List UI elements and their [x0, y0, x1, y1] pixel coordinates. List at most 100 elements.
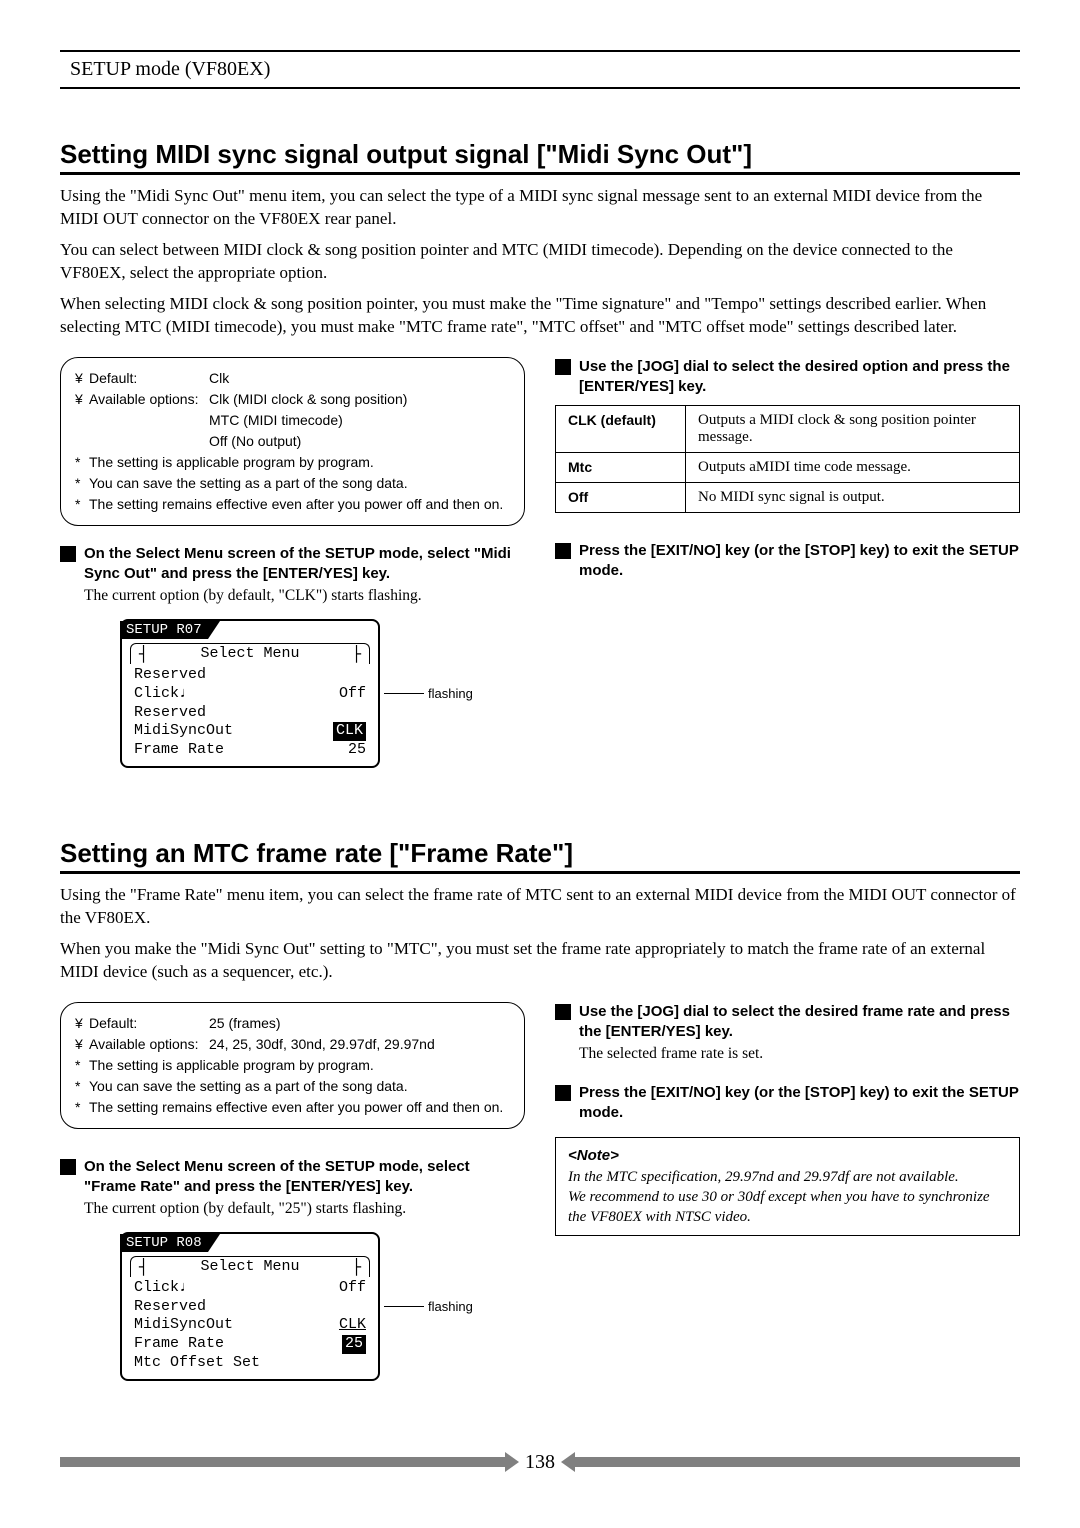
info-options-label: Available options:: [89, 389, 209, 410]
frame-tick-l: ┤: [139, 1258, 148, 1276]
info-note-1: The setting is applicable program by pro…: [89, 1055, 374, 1076]
page-footer: 138: [60, 1451, 1020, 1474]
footer-triangle-right-icon: [561, 1452, 575, 1472]
step3-text: Press the [EXIT/NO] key (or the [STOP] k…: [579, 541, 1020, 582]
s2-step2-sub: The selected frame rate is set.: [579, 1044, 1020, 1065]
section2-step1: On the Select Menu screen of the SETUP m…: [60, 1157, 525, 1220]
frame-tick-r: ├: [352, 1258, 361, 1276]
info-default-label: Default:: [89, 1013, 209, 1034]
lcd2-l1a: Click♩: [134, 1279, 188, 1298]
info-option-3: Off (No output): [209, 431, 510, 452]
info-default-value: Clk: [209, 368, 229, 389]
info-options-label: Available options:: [89, 1034, 209, 1055]
lcd2-l4a: Frame Rate: [134, 1335, 224, 1354]
step-marker-icon: [555, 1004, 571, 1020]
step-marker-icon: [555, 1085, 571, 1101]
lcd-l2b: Off: [339, 685, 366, 704]
lcd2-l5a: Mtc Offset Set: [134, 1354, 260, 1373]
info-note-2: You can save the setting as a part of th…: [89, 473, 408, 494]
step-marker-icon: [555, 543, 571, 559]
info-option-1: Clk (MIDI clock & song position): [209, 389, 407, 410]
lcd-l5b: 25: [348, 741, 366, 760]
note-line2: We recommend to use 30 or 30df except wh…: [568, 1189, 990, 1225]
s2-step1-text: On the Select Menu screen of the SETUP m…: [84, 1158, 470, 1195]
step-marker-icon: [60, 1159, 76, 1175]
page-header: SETUP mode (VF80EX): [60, 50, 1020, 89]
flash-label: flashing: [428, 686, 473, 701]
info-option-2: MTC (MIDI timecode): [209, 410, 510, 431]
step2-text: Use the [JOG] dial to select the desired…: [579, 357, 1020, 398]
footer-bar-left: [60, 1457, 505, 1467]
opt-r3a: Off: [556, 483, 686, 513]
table-row: CLK (default) Outputs a MIDI clock & son…: [556, 406, 1020, 453]
table-row: Off No MIDI sync signal is output.: [556, 483, 1020, 513]
bullet-icon: ¥: [75, 368, 89, 389]
section2-para2: When you make the "Midi Sync Out" settin…: [60, 938, 1020, 984]
section2-para1: Using the "Frame Rate" menu item, you ca…: [60, 884, 1020, 930]
lcd2-l3b: CLK: [339, 1316, 366, 1335]
bullet-icon: ¥: [75, 1013, 89, 1034]
info-note-2: You can save the setting as a part of th…: [89, 1076, 408, 1097]
bullet-icon: ¥: [75, 389, 89, 410]
section1-title: Setting MIDI sync signal output signal […: [60, 139, 1020, 175]
section2-step2: Use the [JOG] dial to select the desired…: [555, 1002, 1020, 1065]
flash-connector: [384, 693, 424, 694]
section1-para3: When selecting MIDI clock & song positio…: [60, 293, 1020, 339]
lcd2-l4b-highlight: 25: [342, 1335, 366, 1354]
options-table: CLK (default) Outputs a MIDI clock & son…: [555, 405, 1020, 513]
bullet-icon: *: [75, 1055, 89, 1076]
section2-left-col: ¥ Default: 25 (frames) ¥ Available optio…: [60, 1002, 525, 1381]
section1-para2: You can select between MIDI clock & song…: [60, 239, 1020, 285]
lcd2-frame-title: Select Menu: [200, 1258, 299, 1276]
note-label: <Note>: [568, 1147, 619, 1164]
flash-connector: [384, 1306, 424, 1307]
lcd2-l3a: MidiSyncOut: [134, 1316, 233, 1335]
step1-text: On the Select Menu screen of the SETUP m…: [84, 545, 511, 582]
lcd2-l2a: Reserved: [134, 1298, 206, 1317]
section2-title: Setting an MTC frame rate ["Frame Rate"]: [60, 838, 1020, 874]
step-marker-icon: [60, 546, 76, 562]
bullet-icon: ¥: [75, 1034, 89, 1055]
opt-r2b: Outputs aMIDI time code message.: [686, 453, 1020, 483]
frame-tick-r: ├: [352, 645, 361, 663]
lcd-l1a: Reserved: [134, 666, 206, 685]
opt-r1a: CLK (default): [556, 406, 686, 453]
section1-step1: On the Select Menu screen of the SETUP m…: [60, 544, 525, 607]
s2-step1-sub: The current option (by default, "25") st…: [84, 1199, 525, 1220]
section1-right-col: Use the [JOG] dial to select the desired…: [555, 357, 1020, 768]
bullet-icon: *: [75, 494, 89, 515]
opt-r3b: No MIDI sync signal is output.: [686, 483, 1020, 513]
note-line1: In the MTC specification, 29.97nd and 29…: [568, 1169, 959, 1185]
header-title: SETUP mode (VF80EX): [70, 58, 270, 80]
step1-sub: The current option (by default, "CLK") s…: [84, 586, 525, 607]
s2-step2-text: Use the [JOG] dial to select the desired…: [579, 1003, 1010, 1040]
section2-right-col: Use the [JOG] dial to select the desired…: [555, 1002, 1020, 1381]
opt-r1b: Outputs a MIDI clock & song position poi…: [686, 406, 1020, 453]
s2-step3-text: Press the [EXIT/NO] key (or the [STOP] k…: [579, 1083, 1020, 1124]
footer-bar-right: [575, 1457, 1020, 1467]
bullet-icon: *: [75, 452, 89, 473]
lcd-l5a: Frame Rate: [134, 741, 224, 760]
lcd2-tab: SETUP R08: [120, 1234, 208, 1252]
lcd1-wrap: SETUP R07 ┤ Select Menu ├ Reserved Click…: [120, 619, 525, 768]
lcd-l3a: Reserved: [134, 704, 206, 723]
info-default-value: 25 (frames): [209, 1013, 281, 1034]
flash-label: flashing: [428, 1299, 473, 1314]
bullet-icon: *: [75, 1076, 89, 1097]
info-note-3: The setting remains effective even after…: [89, 494, 503, 515]
section1-step2: Use the [JOG] dial to select the desired…: [555, 357, 1020, 398]
bullet-icon: *: [75, 1097, 89, 1118]
note-box: <Note> In the MTC specification, 29.97nd…: [555, 1137, 1020, 1236]
step-marker-icon: [555, 359, 571, 375]
info-default-label: Default:: [89, 368, 209, 389]
info-note-1: The setting is applicable program by pro…: [89, 452, 374, 473]
section2-info-box: ¥ Default: 25 (frames) ¥ Available optio…: [60, 1002, 525, 1129]
frame-tick-l: ┤: [139, 645, 148, 663]
footer-triangle-left-icon: [505, 1452, 519, 1472]
lcd-l2a: Click♩: [134, 685, 188, 704]
section2-step3: Press the [EXIT/NO] key (or the [STOP] k…: [555, 1083, 1020, 1124]
section1-left-col: ¥ Default: Clk ¥ Available options: Clk …: [60, 357, 525, 768]
bullet-icon: *: [75, 473, 89, 494]
lcd-l4b-highlight: CLK: [333, 722, 366, 741]
lcd-l4a: MidiSyncOut: [134, 722, 233, 741]
